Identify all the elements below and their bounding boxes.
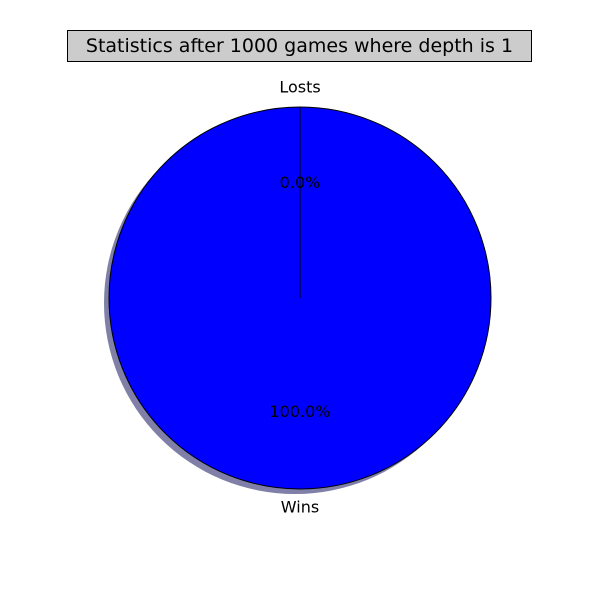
label-layer: Wins 100.0% Losts 0.0%	[269, 77, 330, 516]
chart-title: Statistics after 1000 games where depth …	[67, 30, 532, 62]
slice-pct-wins: 100.0%	[269, 402, 330, 421]
pie-layer	[104, 106, 492, 494]
slice-pct-losts: 0.0%	[280, 173, 321, 192]
slice-label-losts: Losts	[279, 77, 320, 96]
slice-label-wins: Wins	[281, 498, 319, 517]
